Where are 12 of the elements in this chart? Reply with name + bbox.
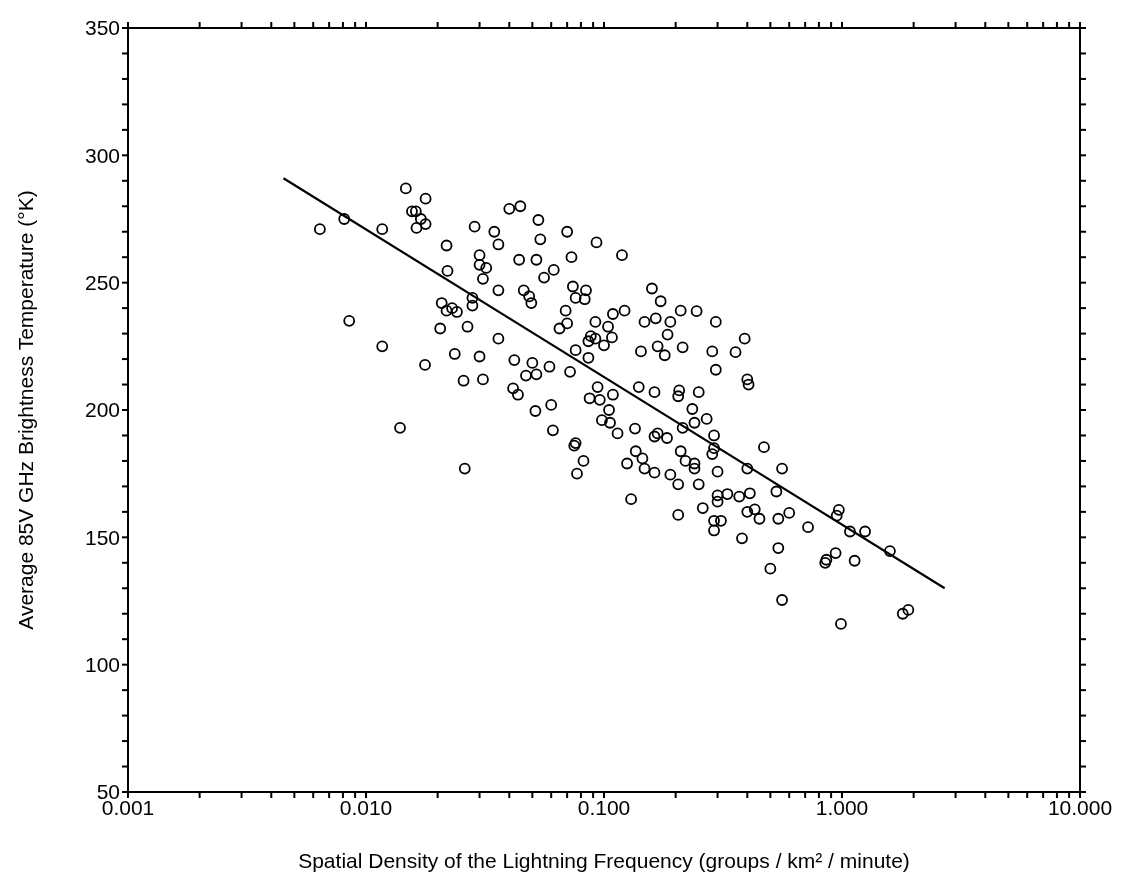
y-tick-label: 250 [84,271,120,295]
y-tick-label: 100 [84,653,120,677]
y-axis-title: Average 85V GHz Brightness Temperature (°K) [14,190,38,630]
y-tick-label: 350 [84,16,120,40]
y-tick-label: 150 [84,525,120,549]
y-tick-label: 300 [84,143,120,167]
x-tick-label: 0.100 [577,795,631,819]
x-tick-label: 1.000 [815,795,869,819]
x-axis-title: Spatial Density of the Lightning Frequency (groups / km² / minute) [298,849,910,872]
x-tick-label: 0.010 [339,795,393,819]
y-tick-label: 200 [84,398,120,422]
x-tick-label: 10.000 [1047,795,1113,819]
